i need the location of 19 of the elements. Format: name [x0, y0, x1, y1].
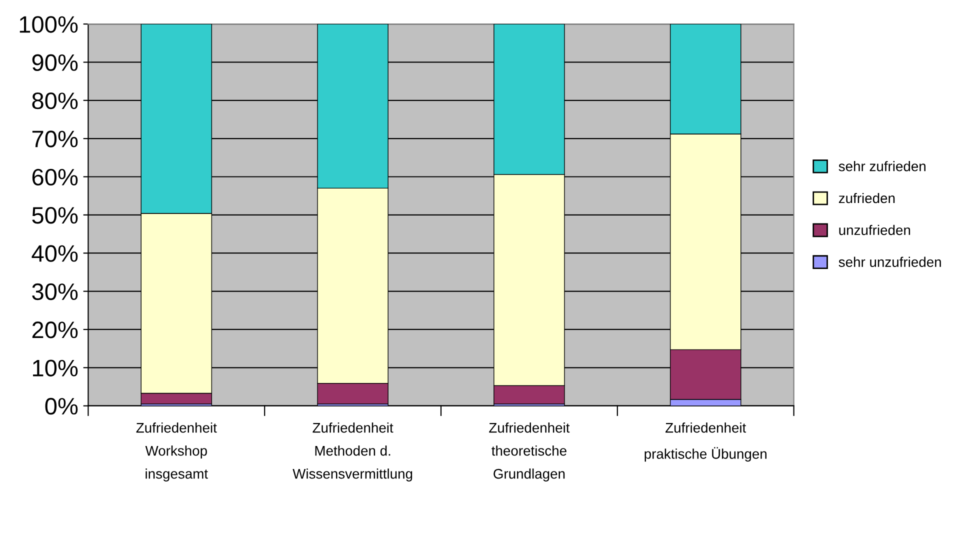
legend-label: unzufrieden: [839, 224, 910, 236]
legend-label: sehr unzufrieden: [838, 256, 941, 267]
x-tick-label: Zufriedenheit theoretische Grundlagen: [489, 422, 570, 482]
y-tick-label: 30%: [32, 283, 78, 300]
x-tick-label: Zufriedenheit Workshop insgesamt: [136, 422, 217, 482]
y-tick-label: 20%: [32, 322, 78, 338]
y-tick-label: 90%: [32, 54, 78, 71]
x-tick-label: Zufriedenheit praktische Übungen: [644, 422, 766, 462]
y-tick-label: 40%: [32, 245, 78, 262]
y-tick-label: 50%: [32, 207, 78, 224]
y-tick-label: 80%: [32, 92, 78, 110]
y-tick-label: 70%: [32, 130, 78, 148]
legend-label: zufrieden: [838, 192, 895, 204]
x-tick-label: Zufriedenheit Methoden d. Wissensvermittlung: [292, 422, 412, 482]
y-tick-label: 0%: [45, 398, 78, 415]
y-tick-label: 60%: [32, 168, 78, 186]
y-tick-label: 10%: [33, 360, 78, 376]
y-tick-label: 100%: [20, 16, 78, 33]
legend-label: sehr zufrieden: [838, 161, 926, 172]
